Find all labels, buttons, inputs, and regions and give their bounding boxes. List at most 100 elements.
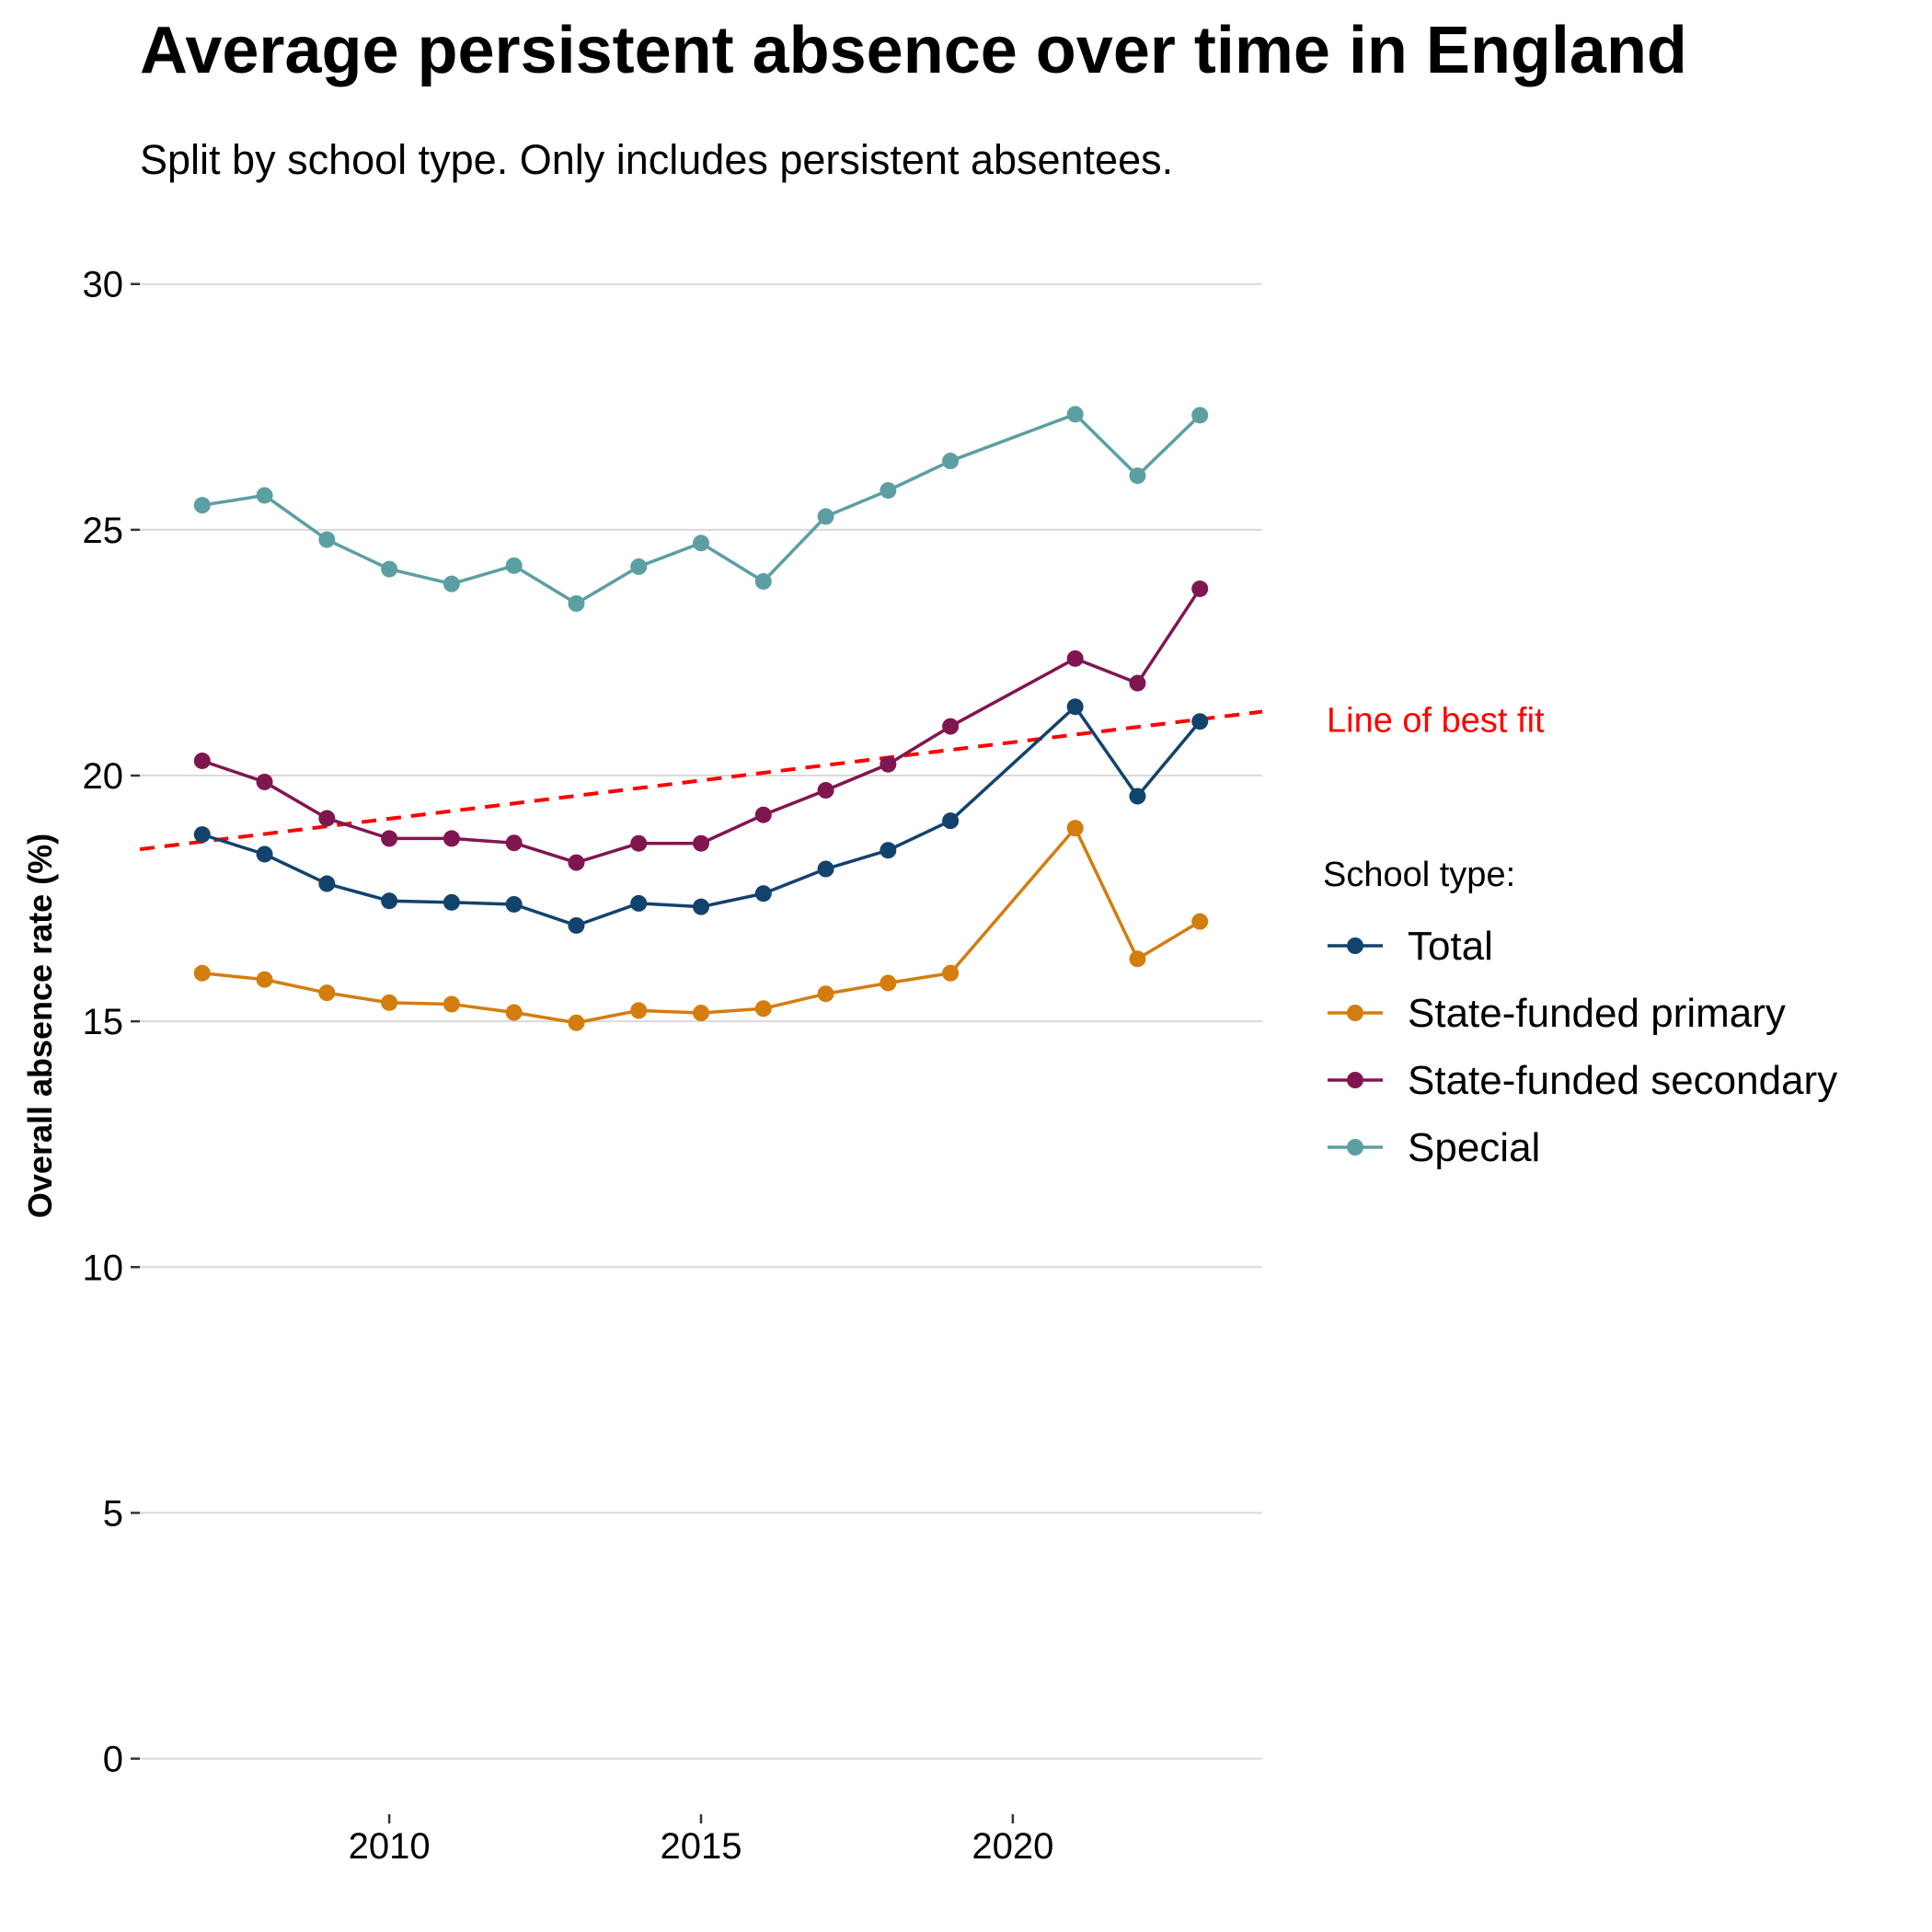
series-line-1: [201, 826, 1202, 1025]
x-tick-label-2010: 2010: [349, 1826, 431, 1867]
series-2: [193, 580, 1209, 871]
data-point: [693, 834, 709, 852]
x-tick-label-2020: 2020: [972, 1826, 1053, 1867]
data-point: [318, 810, 336, 827]
y-tick-label-10: 10: [83, 1248, 124, 1288]
legend-label: State-funded primary: [1408, 991, 1786, 1036]
legend-title: School type:: [1323, 856, 1515, 894]
data-point: [381, 830, 398, 847]
data-point: [568, 1014, 585, 1031]
legend-item-0: Total: [1328, 924, 1493, 969]
data-point: [568, 916, 585, 934]
best-fit-label: Line of best fit: [1327, 702, 1545, 741]
legend-swatch-dot: [1347, 1005, 1363, 1021]
data-point: [1066, 698, 1084, 716]
data-point: [193, 497, 211, 514]
data-point: [256, 971, 273, 988]
data-point: [942, 453, 960, 470]
legend-swatch-dot: [1347, 937, 1363, 954]
y-tick-label-15: 15: [83, 1002, 124, 1042]
y-axis: 0 5 10 15 20 25 30: [83, 265, 140, 1780]
data-point: [630, 1002, 648, 1019]
data-point: [880, 842, 897, 859]
data-point: [1066, 820, 1084, 837]
legend-item-2: State-funded secondary: [1328, 1058, 1837, 1103]
x-tick-label-2015: 2015: [661, 1826, 742, 1867]
data-point: [817, 782, 834, 799]
data-point: [568, 854, 585, 871]
data-point: [318, 531, 336, 548]
x-axis: 2010 2015 2020: [349, 1814, 1053, 1867]
y-tick-label-20: 20: [83, 756, 124, 797]
data-point: [754, 806, 772, 823]
data-point: [693, 898, 709, 915]
data-point: [942, 812, 960, 830]
data-point: [1191, 407, 1209, 424]
data-point: [193, 964, 211, 982]
series-0: [193, 698, 1209, 934]
y-tick-label-0: 0: [103, 1740, 123, 1780]
data-point: [754, 885, 772, 903]
data-point: [318, 875, 336, 892]
data-point: [1066, 650, 1084, 667]
data-point: [193, 826, 211, 844]
data-point: [1191, 580, 1209, 597]
data-point: [318, 984, 336, 1002]
data-point: [568, 595, 585, 612]
series-line-2: [201, 588, 1202, 865]
data-point: [817, 860, 834, 878]
data-point: [381, 994, 398, 1011]
data-point: [1129, 467, 1146, 485]
legend-item-1: State-funded primary: [1328, 991, 1786, 1036]
data-point: [505, 557, 523, 574]
y-tick-label-30: 30: [83, 265, 124, 305]
data-point: [817, 985, 834, 1003]
data-point: [693, 1005, 709, 1022]
data-point: [880, 755, 897, 773]
data-point: [754, 1000, 772, 1018]
data-point: [1129, 674, 1146, 692]
data-point: [1129, 950, 1146, 968]
gridlines: [140, 282, 1262, 1760]
chart-subtitle: Split by school type. Only includes pers…: [140, 136, 1174, 183]
data-point: [256, 773, 273, 790]
data-point: [443, 575, 460, 592]
y-tick-label-25: 25: [83, 511, 124, 551]
data-point: [1191, 713, 1209, 730]
data-point: [381, 560, 398, 578]
data-point: [942, 718, 960, 735]
data-point: [256, 845, 273, 863]
data-point: [443, 893, 460, 911]
series-line-0: [201, 705, 1202, 927]
legend: School type: Total State-funded primary Sta…: [1323, 856, 1837, 1170]
data-point: [880, 482, 897, 500]
y-axis-title: Overall absence rate (%): [21, 834, 59, 1218]
data-point: [630, 894, 648, 912]
series-1: [193, 820, 1209, 1031]
data-point: [505, 1004, 523, 1021]
data-point: [630, 558, 648, 575]
data-point: [1129, 788, 1146, 805]
data-point: [443, 830, 460, 847]
data-point: [693, 535, 709, 552]
data-point: [381, 892, 398, 910]
data-point: [754, 572, 772, 590]
data-point: [942, 964, 960, 982]
series-3: [193, 406, 1209, 612]
legend-label: State-funded secondary: [1408, 1058, 1837, 1103]
legend-label: Total: [1408, 924, 1493, 969]
data-point: [630, 834, 648, 852]
legend-label: Special: [1408, 1125, 1540, 1170]
legend-swatch-dot: [1347, 1139, 1363, 1156]
chart-title: Average persistent absence over time in …: [140, 14, 1687, 87]
series-line-3: [201, 412, 1202, 605]
series-layer: [193, 406, 1209, 1031]
y-tick-label-5: 5: [103, 1493, 123, 1534]
data-point: [1066, 406, 1084, 423]
legend-swatch-dot: [1347, 1072, 1363, 1088]
data-point: [817, 508, 834, 525]
data-point: [256, 487, 273, 504]
data-point: [880, 974, 897, 992]
data-point: [505, 895, 523, 913]
data-point: [193, 752, 211, 769]
